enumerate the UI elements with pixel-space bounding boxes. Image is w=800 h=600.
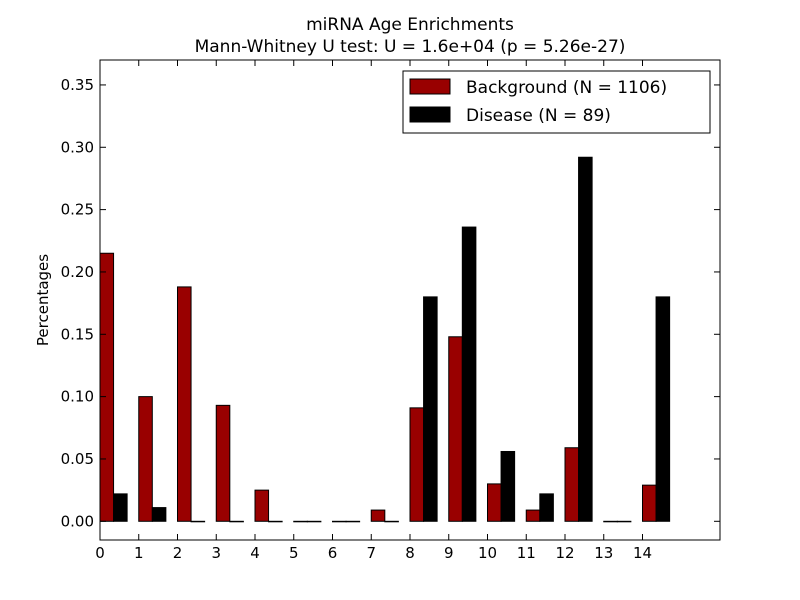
x-tick-label: 4 [250, 544, 260, 562]
x-tick-label: 0 [95, 544, 105, 562]
bar-background-10 [487, 483, 502, 522]
bars-layer [99, 156, 671, 523]
bar-disease-4 [268, 520, 283, 523]
bar-background-14 [642, 484, 657, 522]
legend: Background (N = 1106) Disease (N = 89) [402, 70, 711, 134]
x-tick-label: 1 [134, 544, 144, 562]
bar-disease-6 [345, 520, 361, 523]
y-ticks: 0.00 0.05 0.10 0.15 0.20 0.25 0.30 0.35 [61, 76, 720, 530]
bar-disease-12 [578, 156, 593, 522]
legend-box [402, 70, 711, 134]
x-tick-label: 8 [405, 544, 415, 562]
bar-disease-8 [423, 296, 438, 522]
x-tick-label: 12 [555, 544, 574, 562]
bar-disease-7 [384, 520, 399, 523]
legend-swatch-disease [409, 106, 451, 123]
y-tick-label: 0.00 [61, 512, 94, 530]
y-tick-label: 0.15 [61, 325, 94, 343]
legend-label-background: Background (N = 1106) [466, 78, 667, 98]
x-tick-label: 6 [328, 544, 338, 562]
bar-background-8 [409, 407, 425, 522]
y-tick-label: 0.10 [61, 388, 94, 406]
bar-background-3 [215, 404, 231, 522]
x-tick-label: 3 [211, 544, 221, 562]
bar-background-12 [564, 447, 580, 522]
bar-background-1 [138, 396, 153, 522]
x-ticks: 0 1 2 3 4 5 6 7 8 9 10 11 12 13 14 [95, 60, 652, 562]
bar-background-6 [332, 520, 347, 523]
bar-background-7 [370, 509, 386, 522]
x-tick-label: 11 [517, 544, 536, 562]
y-axis-label: Percentages [34, 254, 52, 346]
bar-background-11 [525, 509, 541, 522]
bar-disease-14 [655, 296, 671, 522]
bar-disease-10 [500, 450, 516, 522]
bar-background-4 [254, 489, 270, 522]
y-tick-label: 0.25 [61, 201, 94, 219]
x-tick-label: 14 [633, 544, 652, 562]
y-tick-label: 0.35 [61, 76, 94, 94]
legend-label-disease: Disease (N = 89) [466, 106, 611, 126]
x-tick-label: 10 [478, 544, 497, 562]
bar-disease-9 [461, 226, 477, 522]
bar-disease-11 [539, 493, 554, 522]
bar-disease-5 [306, 520, 322, 523]
legend-swatch-background [409, 78, 451, 95]
x-tick-label: 9 [444, 544, 454, 562]
bar-background-13 [603, 520, 618, 523]
bar-disease-2 [190, 520, 206, 523]
x-tick-label: 13 [594, 544, 613, 562]
bar-background-2 [177, 286, 192, 522]
x-tick-label: 5 [289, 544, 299, 562]
y-tick-label: 0.05 [61, 450, 94, 468]
chart-subtitle: Mann-Whitney U test: U = 1.6e+04 (p = 5.… [195, 37, 626, 57]
y-tick-label: 0.20 [61, 263, 94, 281]
y-tick-label: 0.30 [61, 138, 94, 156]
bar-disease-1 [151, 507, 167, 522]
bar-background-9 [448, 336, 463, 522]
x-tick-label: 7 [366, 544, 376, 562]
bar-disease-3 [229, 520, 244, 523]
bar-disease-13 [616, 520, 632, 523]
chart-title: miRNA Age Enrichments [306, 15, 514, 35]
bar-disease-0 [113, 493, 128, 522]
x-tick-label: 2 [173, 544, 183, 562]
bar-background-5 [293, 520, 308, 523]
bar-background-0 [99, 252, 115, 522]
